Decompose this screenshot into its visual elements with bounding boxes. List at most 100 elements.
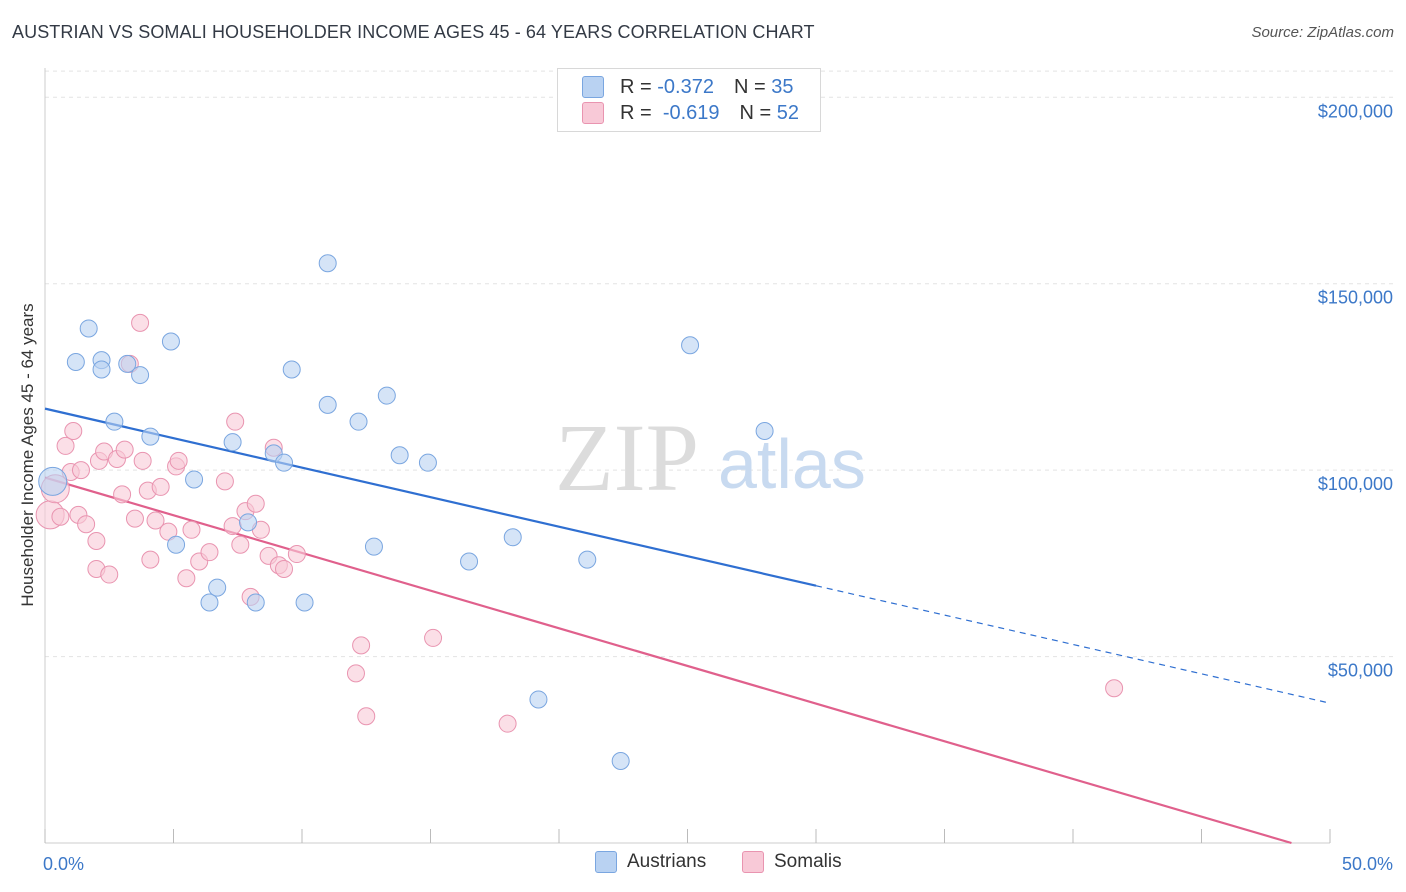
austrians-trend-line xyxy=(44,407,817,587)
austrian-point xyxy=(578,550,597,569)
somali-point xyxy=(71,461,90,480)
legend-item-austrians[interactable]: Austrians xyxy=(595,851,706,873)
legend-item-somalis[interactable]: Somalis xyxy=(742,851,842,873)
austrians-trend-extension xyxy=(815,585,1331,704)
austrian-point xyxy=(92,360,111,379)
watermark-atlas: atlas xyxy=(718,425,866,503)
austrian-point xyxy=(200,593,219,612)
somali-point xyxy=(141,550,160,569)
austrian-point xyxy=(246,593,265,612)
somali-point xyxy=(87,531,106,550)
n-label: N = xyxy=(733,75,766,98)
austrian-point xyxy=(390,446,409,465)
somali-point xyxy=(498,714,517,733)
somali-point xyxy=(226,412,245,431)
r-value: -0.619 xyxy=(662,101,720,124)
austrian-point xyxy=(66,353,85,372)
austrian-point xyxy=(131,366,150,385)
austrian-point xyxy=(161,332,180,351)
austrian-point xyxy=(141,427,160,446)
axes xyxy=(44,68,1331,844)
n-value: 35 xyxy=(771,75,794,98)
somali-point xyxy=(352,636,371,655)
somali-point xyxy=(56,436,75,455)
trend-lines xyxy=(44,407,1331,845)
austrian-point xyxy=(318,254,337,273)
austrian-point xyxy=(681,336,700,355)
somali-point xyxy=(51,507,70,526)
austrian-point xyxy=(418,453,437,472)
austrian-point xyxy=(611,751,630,770)
somali-point xyxy=(424,628,443,647)
somali-point xyxy=(275,559,294,578)
somali-point xyxy=(200,543,219,562)
watermark: ZIP atlas xyxy=(555,404,866,511)
y-tick-label: $200,000 xyxy=(1318,101,1393,121)
legend-row-austrians: R = -0.372 N = 35 xyxy=(582,75,793,99)
r-label: R = xyxy=(620,101,652,124)
somali-point xyxy=(346,664,365,683)
y-axis-label: Householder Income Ages 45 - 64 years xyxy=(18,303,37,607)
austrian-point xyxy=(118,354,137,373)
legend-label-somalis: Somalis xyxy=(774,851,842,872)
somali-point xyxy=(125,509,144,528)
r-label: R = xyxy=(620,75,652,98)
somali-point xyxy=(246,494,265,513)
somalis-swatch xyxy=(582,102,604,124)
austrian-point xyxy=(105,412,124,431)
somali-point xyxy=(146,511,165,530)
data-points xyxy=(35,254,1124,770)
somalis-trend-line xyxy=(44,476,1292,845)
n-label: N = xyxy=(739,101,772,124)
austrian-point xyxy=(167,535,186,554)
y-tick-label: $100,000 xyxy=(1318,474,1393,494)
somali-point xyxy=(231,535,250,554)
y-tick-label: $150,000 xyxy=(1318,288,1393,308)
watermark-zip: ZIP xyxy=(555,404,699,511)
austrians-swatch xyxy=(582,76,604,98)
austrian-point xyxy=(364,537,383,556)
somali-point xyxy=(77,515,96,534)
austrian-point xyxy=(377,386,396,405)
somali-point xyxy=(182,520,201,539)
austrian-point xyxy=(223,433,242,452)
somali-point xyxy=(131,313,150,332)
x-tick-label-min: 0.0% xyxy=(43,854,84,874)
somali-point xyxy=(215,472,234,491)
austrian-point xyxy=(460,552,479,571)
legend-row-somalis: R = -0.619 N = 52 xyxy=(582,101,799,125)
legend-label-austrians: Austrians xyxy=(627,851,707,872)
somali-point xyxy=(177,569,196,588)
somali-point xyxy=(64,421,83,440)
austrian-point xyxy=(349,412,368,431)
tick-labels: $50,000 $100,000 $150,000 $200,000 0.0% 50.0% xyxy=(43,101,1393,874)
austrian-point xyxy=(529,690,548,709)
somalis-swatch xyxy=(742,851,764,873)
somali-point xyxy=(287,545,306,564)
somali-point xyxy=(1105,679,1124,698)
gridlines xyxy=(45,70,1395,658)
r-value: -0.372 xyxy=(657,75,714,98)
source-label: Source: ZipAtlas.com xyxy=(1251,24,1394,41)
somali-point xyxy=(113,485,132,504)
austrians-swatch xyxy=(595,851,617,873)
austrian-point xyxy=(295,593,314,612)
somali-point xyxy=(151,477,170,496)
austrian-point xyxy=(38,466,68,496)
somali-point xyxy=(100,565,119,584)
n-value: 52 xyxy=(776,101,800,124)
somali-point xyxy=(357,707,376,726)
austrian-point xyxy=(282,360,301,379)
austrian-point xyxy=(208,578,227,597)
austrian-point xyxy=(318,395,337,414)
austrian-point xyxy=(755,421,774,440)
chart-title: AUSTRIAN VS SOMALI HOUSEHOLDER INCOME AG… xyxy=(12,22,815,42)
austrian-point xyxy=(185,470,204,489)
correlation-legend: R = -0.372 N = 35 R = -0.619 N = 52 xyxy=(557,68,821,132)
somali-point xyxy=(115,440,134,459)
austrian-point xyxy=(239,513,258,532)
austrian-point xyxy=(275,453,294,472)
austrian-point xyxy=(503,528,522,547)
somali-point xyxy=(169,451,188,470)
